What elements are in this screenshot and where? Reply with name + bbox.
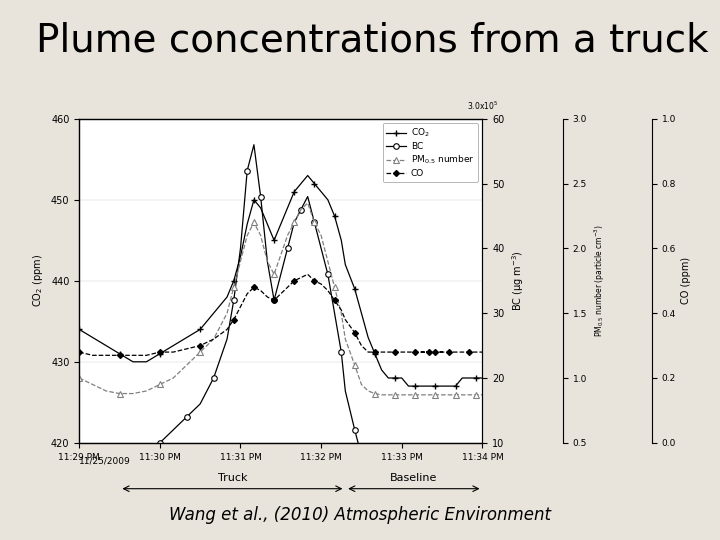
Text: Plume concentrations from a truck: Plume concentrations from a truck	[36, 22, 708, 59]
Legend: CO$_2$, BC, PM$_{0.5}$ number, CO: CO$_2$, BC, PM$_{0.5}$ number, CO	[382, 123, 478, 181]
Y-axis label: BC (μg m$^{-3}$): BC (μg m$^{-3}$)	[510, 251, 526, 311]
Text: Wang et al., (2010) Atmospheric Environment: Wang et al., (2010) Atmospheric Environm…	[169, 506, 551, 524]
Text: 11/25/2009: 11/25/2009	[79, 456, 131, 465]
Y-axis label: CO$_2$ (ppm): CO$_2$ (ppm)	[32, 254, 45, 307]
Text: Truck: Truck	[217, 473, 247, 483]
Y-axis label: PM$_{0.5}$ number (particle cm$^{-3}$): PM$_{0.5}$ number (particle cm$^{-3}$)	[593, 224, 607, 338]
Text: Baseline: Baseline	[390, 473, 438, 483]
Y-axis label: CO (ppm): CO (ppm)	[681, 257, 691, 305]
Text: 3.0x10$^5$: 3.0x10$^5$	[467, 100, 498, 112]
